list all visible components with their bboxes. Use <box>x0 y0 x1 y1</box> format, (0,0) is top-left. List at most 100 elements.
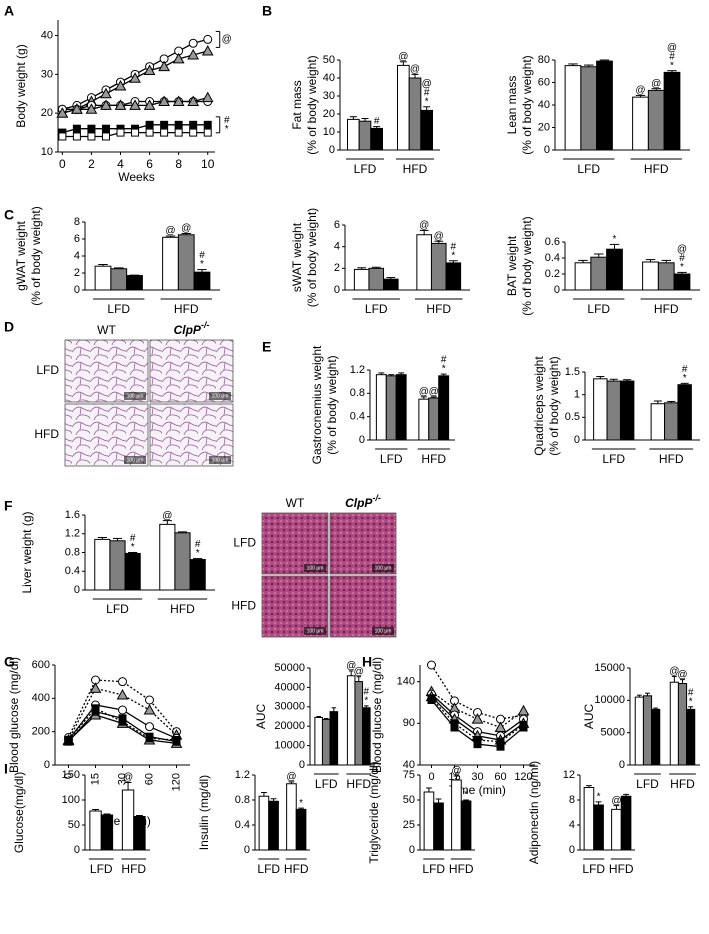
y-axis-label: Insulin (mg/dl) <box>197 775 211 850</box>
marker <box>72 124 81 133</box>
scale-bar-box <box>124 392 146 400</box>
bar <box>438 375 450 441</box>
bar <box>650 403 666 441</box>
marker <box>143 64 156 75</box>
significance-mark: * <box>597 792 601 803</box>
bar <box>428 397 440 441</box>
y-tick-label: 10 <box>323 126 335 138</box>
marker <box>494 721 507 732</box>
row-label: HFD <box>231 599 256 613</box>
y-tick-label: 0.6 <box>545 236 560 248</box>
micrograph-image <box>329 512 397 575</box>
significance-mark: # <box>195 539 201 550</box>
bar <box>451 779 462 851</box>
y-tick-label: 0 <box>44 759 50 771</box>
bar <box>620 795 632 851</box>
significance-mark: @ <box>410 64 420 75</box>
x-tick-label: 30 <box>471 771 483 783</box>
panel-letter: A <box>4 3 14 19</box>
panel-letter: H <box>362 654 372 670</box>
y-tick-label: 0.4 <box>545 252 560 264</box>
y-axis-label: Lean mass <box>505 76 519 135</box>
significance-mark: # <box>682 364 688 375</box>
bar <box>193 271 211 291</box>
y-axis-label: AUC <box>582 704 596 730</box>
marker <box>143 99 156 110</box>
scale-bar-label: 100 μm <box>375 628 392 634</box>
significance-mark: * <box>425 96 429 107</box>
y-tick-label: 0.4 <box>65 565 80 577</box>
x-tick-label: HFD <box>644 162 669 176</box>
marker <box>203 120 212 129</box>
y-tick-label: 30 <box>323 90 335 102</box>
bar <box>162 236 179 291</box>
panel-letter: I <box>4 761 8 777</box>
scale-bar-label: 100 μm <box>127 457 144 463</box>
significance-mark: @ <box>677 669 687 680</box>
y-tick-label: 20000 <box>274 720 305 732</box>
marker <box>118 717 127 726</box>
y-tick-label: 40 <box>403 759 415 771</box>
micrograph-image <box>64 403 149 467</box>
x-tick-label: LFD <box>106 602 129 616</box>
y-axis-label: Adiponectin (ng/ml) <box>527 761 541 864</box>
bar <box>89 810 102 851</box>
column-label: WT <box>286 496 305 510</box>
significance-mark: # <box>679 253 685 264</box>
micrograph-image <box>149 403 234 467</box>
significance-mark: @ <box>611 795 621 806</box>
significance-mark: @ <box>165 226 175 237</box>
x-tick-label: 4 <box>117 157 124 171</box>
scale-bar-label: 100 μm <box>212 393 229 399</box>
column-label: WT <box>97 323 116 337</box>
y-tick-label: 50000 <box>274 662 305 674</box>
y-tick-label: 40 <box>41 29 53 41</box>
x-tick-label: HFD <box>659 452 684 466</box>
y-axis-label: (% of body weight) <box>305 208 319 307</box>
y-axis-label: (% of body weight) <box>520 216 534 315</box>
marker <box>85 103 98 114</box>
y-tick-label: 4 <box>74 250 80 262</box>
significance-mark: @ <box>651 78 661 89</box>
bar <box>574 262 592 291</box>
marker <box>64 736 73 744</box>
marker <box>471 713 484 724</box>
marker <box>473 736 482 744</box>
y-tick-label: 0.8 <box>65 546 80 558</box>
marker <box>129 72 141 83</box>
y-axis-label: Glucose(mg/dl) <box>12 772 26 853</box>
significance-mark: # <box>441 355 447 366</box>
bar <box>385 375 397 441</box>
significance-mark: @ <box>286 772 296 783</box>
marker <box>114 99 127 110</box>
x-tick-label: HFD <box>170 602 195 616</box>
bar <box>590 256 608 291</box>
y-tick-label: 8 <box>74 216 80 228</box>
x-tick-label: 2 <box>88 157 95 171</box>
x-tick-label: LFD <box>90 862 113 876</box>
y-tick-label: 0 <box>359 434 365 446</box>
significance-mark: * <box>689 696 693 707</box>
y-axis-label: BAT weight <box>505 235 519 296</box>
significance-mark: # <box>669 51 675 62</box>
column-label: ClpP-/- <box>345 493 381 510</box>
x-tick-label: HFD <box>403 162 428 176</box>
y-tick-label: 10000 <box>594 694 625 706</box>
scale-bar-box <box>209 456 231 464</box>
y-tick-label: 0 <box>554 284 560 296</box>
bar <box>124 552 141 591</box>
y-tick-label: 0.5 <box>565 411 580 423</box>
bar <box>634 696 644 766</box>
significance-mark: @ <box>346 661 356 672</box>
significance-mark: @ <box>123 772 133 783</box>
y-axis-label: Blood glucose (mg/dl) <box>7 657 21 773</box>
y-tick-label: 600 <box>32 659 50 671</box>
marker <box>158 60 170 72</box>
significance-mark: @ <box>222 34 232 45</box>
significance-mark: * <box>451 250 455 261</box>
y-axis-label: (% of body weight) <box>325 355 339 454</box>
scale-bar-box <box>209 392 231 400</box>
bar <box>121 789 135 851</box>
marker <box>450 719 459 728</box>
y-tick-label: 30 <box>41 68 53 80</box>
